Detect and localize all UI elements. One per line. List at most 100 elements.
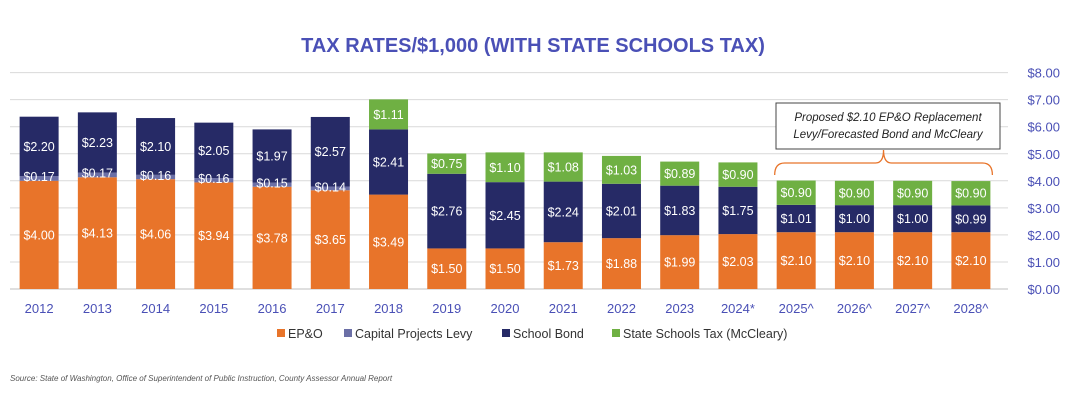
x-tick-label: 2012: [25, 301, 54, 316]
data-label: $1.88: [606, 257, 637, 271]
x-tick-label: 2015: [199, 301, 228, 316]
bar-segment-school-bond: [660, 185, 700, 236]
data-label: $0.90: [897, 186, 928, 200]
data-label: $1.10: [489, 161, 520, 175]
legend-swatch-ep-o: [277, 329, 285, 337]
x-tick-label: 2025^: [779, 301, 815, 316]
chart-title: TAX RATES/$1,000 (WITH STATE SCHOOLS TAX…: [301, 35, 765, 57]
bar-data-labels: $4.00 $0.17 $2.20 $4.13 $0.17 $2.23 $4.06 $0.16…: [23, 108, 986, 276]
y-tick-label: $0.00: [1027, 282, 1060, 297]
legend-swatch-capital-projects: [344, 329, 352, 337]
data-label: $2.10: [781, 254, 812, 268]
legend-swatch-school-bond: [502, 329, 510, 337]
bar-segment-state-schools: [543, 152, 583, 182]
bar-segment-capital-projects: [136, 174, 176, 180]
annotation-box: [775, 102, 1001, 150]
y-tick-label: $8.00: [1027, 66, 1060, 81]
y-tick-label: $6.00: [1027, 120, 1060, 135]
x-tick-label: 2028^: [953, 301, 989, 316]
data-label: $3.94: [198, 229, 229, 243]
y-tick-label: $2.00: [1027, 228, 1060, 243]
x-tick-label: 2014: [141, 301, 170, 316]
data-label: $2.10: [897, 254, 928, 268]
data-label: $0.90: [722, 168, 753, 182]
x-axis-tick-labels: 2012 2013 2014 2015 2016 2017 2018 2019 2020 2021…: [25, 301, 990, 316]
legend-label: School Bond: [513, 327, 584, 341]
bar-segment-ep-o: [369, 194, 409, 289]
data-label: $3.49: [373, 235, 404, 249]
forecast-annotation: Proposed $2.10 EP&O Replacement Levy/For…: [774, 102, 1001, 176]
y-tick-label: $1.00: [1027, 255, 1060, 270]
bar-segment-state-schools: [893, 180, 933, 206]
bar-segment-capital-projects: [77, 172, 117, 178]
data-label: $1.03: [606, 163, 637, 177]
data-label: $1.83: [664, 204, 695, 218]
data-label: $0.75: [431, 157, 462, 171]
bar-segment-ep-o: [19, 180, 59, 289]
data-label: $2.76: [431, 205, 462, 219]
bar-segment-state-schools: [776, 180, 816, 205]
bar-segment-state-schools: [369, 99, 409, 130]
bar-segment-capital-projects: [194, 178, 234, 183]
bar-segment-ep-o: [310, 190, 350, 289]
data-label: $4.13: [82, 227, 113, 241]
y-tick-label: $4.00: [1027, 174, 1060, 189]
bar-segment-school-bond: [951, 205, 991, 233]
bar-segment-state-schools: [427, 153, 467, 174]
bar-segment-school-bond: [893, 205, 933, 233]
bar-segment-state-schools: [485, 152, 525, 183]
data-label: $0.90: [839, 186, 870, 200]
legend-swatch-state-schools: [612, 329, 620, 337]
data-label: $0.17: [82, 167, 113, 181]
data-label: $3.78: [256, 231, 287, 245]
bar-segment-school-bond: [194, 122, 234, 179]
annotation-text-line-2: Levy/Forecasted Bond and McCleary: [793, 129, 983, 141]
bar-segment-school-bond: [834, 205, 874, 233]
x-tick-label: 2020: [491, 301, 520, 316]
annotation-text-line-1: Proposed $2.10 EP&O Replacement: [794, 112, 982, 124]
data-label: $1.75: [722, 204, 753, 218]
bar-segment-school-bond: [77, 112, 117, 173]
bar-segment-ep-o: [834, 232, 874, 289]
bar-segment-school-bond: [19, 116, 59, 177]
bar-segment-ep-o: [77, 177, 117, 289]
bar-segment-ep-o: [136, 179, 176, 289]
legend-label: Capital Projects Levy: [355, 327, 473, 341]
data-label: $1.01: [781, 212, 812, 226]
data-label: $2.41: [373, 156, 404, 170]
bar-segment-state-schools: [834, 180, 874, 206]
bar-segment-school-bond: [369, 129, 409, 195]
bar-segment-school-bond: [252, 129, 292, 183]
x-tick-label: 2019: [432, 301, 461, 316]
x-tick-label: 2018: [374, 301, 403, 316]
x-tick-label: 2021: [549, 301, 578, 316]
bar-segment-ep-o: [718, 234, 758, 289]
data-label: $1.50: [431, 262, 462, 276]
bar-segment-school-bond: [718, 186, 758, 235]
x-tick-label: 2016: [258, 301, 287, 316]
data-label: $2.57: [315, 145, 346, 159]
data-label: $2.03: [722, 255, 753, 269]
bar-segment-ep-o: [543, 242, 583, 289]
data-label: $1.00: [839, 212, 870, 226]
data-label: $2.24: [548, 205, 579, 219]
data-label: $2.01: [606, 204, 637, 218]
data-label: $2.10: [955, 254, 986, 268]
bar-segment-capital-projects: [19, 176, 59, 181]
data-label: $2.20: [23, 140, 54, 154]
bar-segment-state-schools: [951, 181, 991, 206]
data-label: $2.10: [839, 254, 870, 268]
stacked-bars: [19, 99, 991, 289]
bar-segment-ep-o: [776, 232, 816, 289]
data-label: $0.16: [140, 169, 171, 183]
bar-segment-ep-o: [601, 238, 641, 289]
data-label: $2.45: [489, 209, 520, 223]
x-tick-label: 2026^: [837, 301, 873, 316]
data-label: $0.14: [315, 180, 346, 194]
y-tick-label: $5.00: [1027, 147, 1060, 162]
x-tick-label: 2027^: [895, 301, 931, 316]
bar-segment-school-bond: [427, 173, 467, 249]
data-label: $0.99: [955, 212, 986, 226]
data-label: $1.73: [548, 259, 579, 273]
